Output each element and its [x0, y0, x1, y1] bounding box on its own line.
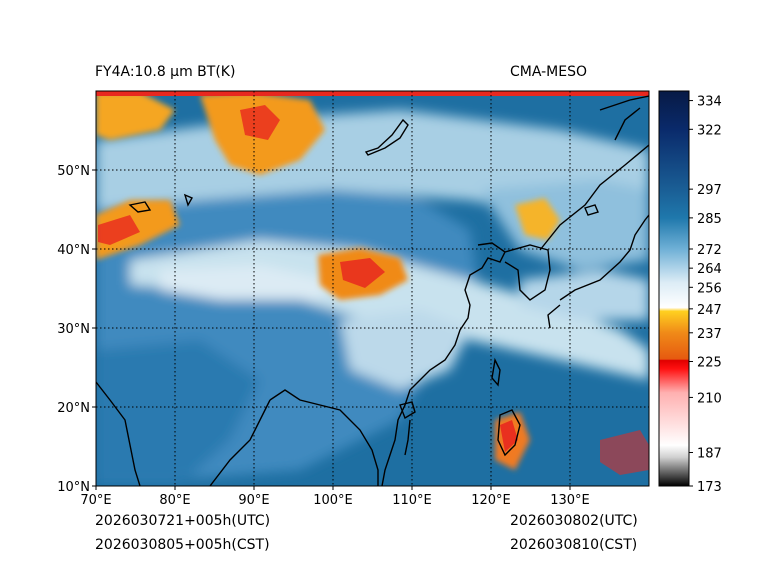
colorbar-tick-label: 225	[697, 356, 722, 371]
colorbar-tick-label: 247	[697, 303, 722, 318]
model-name: CMA-MESO	[510, 64, 588, 80]
cold-cloud-northwest	[96, 92, 175, 140]
lon-tick-label: 120°E	[471, 493, 511, 508]
coastline-lake-baikal	[364, 118, 409, 156]
india-region	[96, 340, 260, 486]
cloud-japan-sea	[520, 270, 649, 320]
lon-tick-label: 100°E	[313, 493, 353, 508]
coastline-india	[96, 381, 271, 486]
lat-tick-label: 30°N	[57, 322, 90, 337]
very-cold-cloud-philippines	[500, 420, 518, 452]
colorbar-tick-label: 256	[697, 281, 722, 296]
cloud-south-china	[340, 310, 470, 390]
init-time-cst: 2026030805+005h(CST)	[95, 537, 270, 553]
lat-tick-label: 10°N	[57, 480, 90, 495]
colorbar-tick-label: 297	[697, 183, 722, 198]
satellite-map	[96, 91, 649, 486]
valid-time-cst: 2026030810(CST)	[510, 537, 638, 553]
colorbar-tick-label: 272	[697, 243, 722, 258]
very-cold-top-edge	[96, 91, 649, 96]
coastline-china-east	[381, 242, 506, 486]
very-cold-cloud-pacific	[600, 430, 649, 475]
gridlines	[96, 91, 649, 486]
init-time-utc: 2026030721+005h(UTC)	[95, 513, 271, 529]
colorbar-tick-label: 334	[697, 95, 722, 110]
map-frame	[95, 90, 650, 487]
lon-tick-label: 130°E	[550, 493, 590, 508]
very-cold-cloud-west	[98, 215, 140, 245]
map-title: FY4A:10.8 µm BT(K)	[95, 64, 236, 80]
colorbar	[658, 90, 690, 487]
coastlines	[96, 95, 649, 486]
longitude-axis: 70°E 80°E 90°E 100°E 110°E 120°E 130°E	[80, 486, 590, 508]
very-cold-cloud-sichuan	[340, 258, 385, 288]
colorbar-tick-label: 237	[697, 327, 722, 342]
valid-time-utc: 2026030802(UTC)	[510, 513, 638, 529]
colorbar-tick-label: 187	[697, 446, 722, 461]
lon-tick-label: 90°E	[238, 493, 269, 508]
very-cold-cloud-mongolia	[240, 105, 280, 140]
lat-tick-label: 40°N	[57, 243, 90, 258]
cold-cloud-northeast	[515, 198, 560, 240]
latitude-axis: 10°N 20°N 30°N 40°N 50°N	[57, 164, 96, 495]
coastline-hainan	[399, 401, 416, 420]
lon-tick-label: 110°E	[392, 493, 432, 508]
lon-tick-label: 70°E	[80, 493, 111, 508]
coastline-japan	[547, 214, 649, 329]
lat-tick-label: 50°N	[57, 164, 90, 179]
colorbar-tick-label: 322	[697, 123, 722, 138]
cloud-tibet	[160, 265, 330, 300]
colorbar-tick-label: 285	[697, 212, 722, 227]
coastline-sakhalin	[614, 107, 641, 141]
coastline-caspian-lakes	[128, 193, 193, 213]
lon-tick-label: 80°E	[159, 493, 190, 508]
coastline-russia-east	[539, 95, 649, 251]
colorbar-tick-label: 264	[697, 262, 722, 277]
coastline-philippines	[497, 409, 521, 457]
coastline-taiwan	[491, 357, 501, 387]
colorbar-tick-label: 210	[697, 391, 722, 406]
colorbar-axis: 173 187 210 225 237 247 256 264 272 285 297 322 334	[689, 95, 722, 495]
colorbar-tick-label: 173	[697, 480, 722, 495]
coastline-northeast-lakes	[584, 204, 599, 216]
coastline-indochina	[269, 389, 411, 486]
coastline-korea	[504, 244, 551, 301]
lat-tick-label: 20°N	[57, 401, 90, 416]
